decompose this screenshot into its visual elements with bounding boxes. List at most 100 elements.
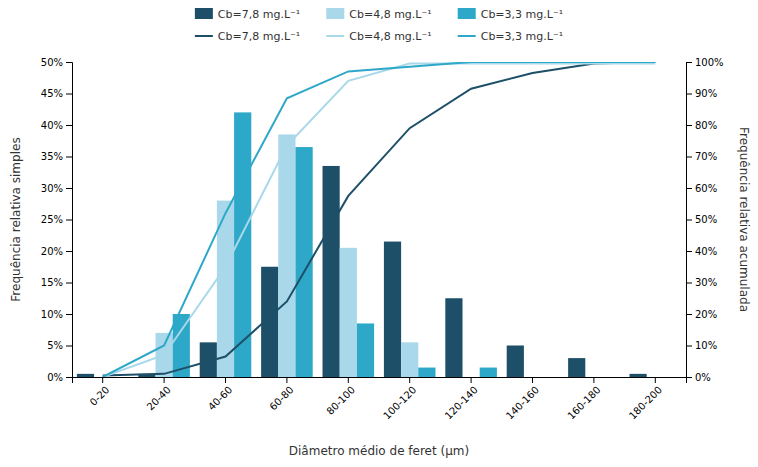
axis-line bbox=[73, 378, 687, 384]
bar bbox=[664, 377, 681, 378]
legend-swatch bbox=[195, 35, 213, 37]
tick-label: 60% bbox=[695, 183, 717, 194]
tick-mark bbox=[66, 346, 72, 347]
tick-mark bbox=[225, 377, 226, 383]
tick-label: 10% bbox=[695, 340, 717, 351]
y-axis: 0%5%10%15%20%25%30%35%40%45%50% bbox=[41, 57, 73, 383]
tick-mark bbox=[471, 377, 472, 383]
tick: 20% bbox=[41, 246, 72, 257]
tick: 5% bbox=[47, 340, 72, 351]
bar bbox=[323, 166, 340, 377]
tick-label: 30% bbox=[41, 183, 63, 194]
bar-series bbox=[156, 134, 419, 377]
tick-label: 40% bbox=[695, 246, 717, 257]
x-axis-title: Diâmetro médio de feret (μm) bbox=[289, 444, 469, 458]
tick-label: 5% bbox=[47, 340, 63, 351]
tick: 45% bbox=[41, 88, 72, 99]
bar bbox=[463, 377, 480, 378]
legend-label: Cb=7,8 mg.L⁻¹ bbox=[218, 30, 300, 43]
tick: 40% bbox=[41, 120, 72, 131]
tick-mark bbox=[66, 251, 72, 252]
legend-row: Cb=7,8 mg.L⁻¹ Cb=4,8 mg.L⁻¹ Cb=3,3 mg.L⁻¹ bbox=[195, 8, 563, 21]
x-axis: 0-2020-4040-6060-8080-100100-120120-1401… bbox=[73, 377, 687, 421]
tick-label: 50% bbox=[695, 214, 717, 225]
tick-mark bbox=[348, 377, 349, 383]
bar bbox=[568, 358, 585, 377]
tick-label: 120-140 bbox=[443, 384, 480, 421]
bar-series bbox=[173, 112, 497, 377]
tick-mark bbox=[66, 62, 72, 63]
bar bbox=[384, 242, 401, 377]
tick: 0-20 bbox=[88, 377, 112, 408]
legend-item: Cb=4,8 mg.L⁻¹ bbox=[326, 30, 431, 43]
axis-line bbox=[66, 63, 73, 378]
tick-mark bbox=[686, 220, 692, 221]
tick: 40% bbox=[686, 246, 717, 257]
tick-mark bbox=[686, 62, 692, 63]
bar bbox=[630, 374, 647, 377]
tick: 90% bbox=[686, 88, 717, 99]
bar bbox=[111, 377, 128, 378]
tick-mark bbox=[66, 220, 72, 221]
legend-item: Cb=3,3 mg.L⁻¹ bbox=[458, 30, 563, 43]
tick-mark bbox=[66, 377, 72, 378]
tick-mark bbox=[686, 157, 692, 158]
bar bbox=[357, 323, 374, 377]
tick-mark bbox=[686, 283, 692, 284]
legend-label: Cb=3,3 mg.L⁻¹ bbox=[481, 30, 563, 43]
tick: 180-200 bbox=[627, 377, 664, 421]
tick-label: 40% bbox=[41, 120, 63, 131]
tick: 30% bbox=[686, 277, 717, 288]
bar bbox=[418, 368, 435, 377]
bar bbox=[524, 377, 541, 378]
tick-mark bbox=[286, 377, 287, 383]
tick-label: 10% bbox=[41, 309, 63, 320]
tick: 50% bbox=[686, 214, 717, 225]
legend-item: Cb=3,3 mg.L⁻¹ bbox=[458, 8, 563, 21]
tick-label: 35% bbox=[41, 151, 63, 162]
tick-mark bbox=[66, 125, 72, 126]
tick-mark bbox=[164, 377, 165, 383]
tick-label: 100-120 bbox=[381, 384, 418, 421]
tick: 0% bbox=[47, 372, 72, 383]
tick-label: 0% bbox=[47, 372, 63, 383]
line bbox=[103, 64, 656, 377]
tick-label: 15% bbox=[41, 277, 63, 288]
tick: 100-120 bbox=[381, 377, 418, 421]
y-axis-title: Frequência relativa simples bbox=[9, 137, 23, 301]
legend-swatch bbox=[326, 35, 344, 37]
bar bbox=[507, 346, 524, 378]
tick-label: 20% bbox=[41, 246, 63, 257]
axis-line bbox=[687, 63, 693, 378]
bar bbox=[340, 248, 357, 377]
bar bbox=[77, 374, 94, 377]
legend-label: Cb=7,8 mg.L⁻¹ bbox=[218, 8, 300, 21]
tick-label: 0-20 bbox=[88, 384, 112, 408]
tick: 15% bbox=[41, 277, 72, 288]
tick-label: 180-200 bbox=[627, 384, 664, 421]
tick: 160-180 bbox=[565, 377, 602, 421]
bar bbox=[445, 298, 462, 377]
legend-item: Cb=4,8 mg.L⁻¹ bbox=[326, 8, 431, 21]
tick-label: 70% bbox=[695, 151, 717, 162]
tick: 10% bbox=[686, 340, 717, 351]
tick-label: 20-40 bbox=[145, 384, 173, 412]
tick: 20% bbox=[686, 309, 717, 320]
line bbox=[103, 62, 656, 375]
tick-mark bbox=[686, 188, 692, 189]
bar bbox=[647, 377, 664, 378]
y2-axis: 0%10%20%30%40%50%60%70%80%90%100% bbox=[686, 57, 724, 383]
tick-label: 45% bbox=[41, 88, 63, 99]
tick-mark bbox=[593, 377, 594, 383]
chart: 0%5%10%15%20%25%30%35%40%45%50%0%10%20%3… bbox=[0, 0, 758, 467]
line bbox=[103, 62, 656, 377]
legend-swatch bbox=[195, 8, 213, 19]
tick-mark bbox=[686, 94, 692, 95]
tick: 35% bbox=[41, 151, 72, 162]
tick: 10% bbox=[41, 309, 72, 320]
legend-swatch bbox=[458, 35, 476, 37]
tick-label: 60-80 bbox=[267, 384, 295, 412]
tick: 140-160 bbox=[504, 377, 541, 421]
tick: 25% bbox=[41, 214, 72, 225]
legend-label: Cb=4,8 mg.L⁻¹ bbox=[349, 8, 431, 21]
